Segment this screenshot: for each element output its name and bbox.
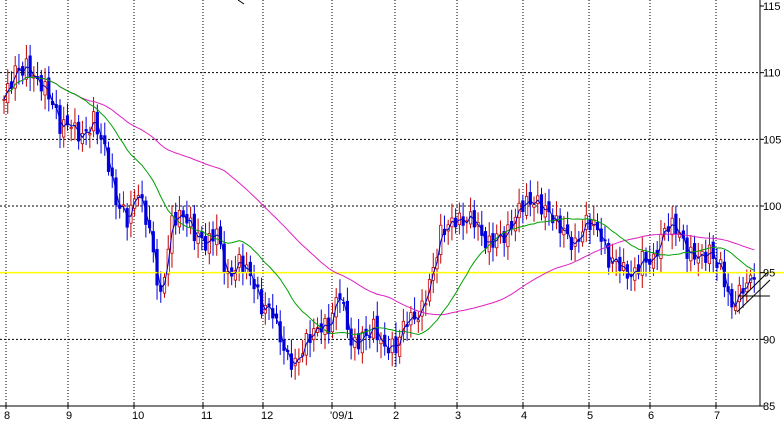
candle-body — [461, 216, 465, 226]
candle-body — [588, 218, 592, 230]
candle-body — [69, 127, 73, 129]
candle-body — [237, 254, 241, 268]
candle-body — [84, 129, 88, 132]
y-tick-label: 110 — [763, 68, 781, 80]
candle-body — [562, 227, 566, 236]
candle-body — [43, 81, 47, 96]
x-tick-label: 6 — [648, 410, 654, 422]
candle-body — [2, 98, 6, 101]
candle-body — [88, 133, 92, 136]
candle-body — [483, 231, 488, 249]
candle-body — [398, 336, 402, 357]
x-tick-label: 7 — [714, 410, 720, 422]
y-tick-label: 85 — [763, 401, 775, 413]
candle-body — [211, 229, 215, 242]
candle-body — [566, 224, 570, 234]
candle-body — [65, 115, 70, 126]
x-tick-label: 5 — [587, 410, 593, 422]
y-tick-label: 100 — [763, 201, 781, 213]
candle-body — [129, 204, 133, 224]
short-moving-average — [3, 66, 755, 365]
y-tick-label: 115 — [763, 1, 781, 13]
candle-body — [711, 241, 715, 259]
candle-body — [618, 256, 622, 272]
candle-body — [524, 195, 529, 216]
x-tick-label: 11 — [201, 410, 212, 422]
candle-body — [207, 233, 211, 254]
candle-body — [386, 347, 391, 354]
candle-body — [547, 201, 551, 213]
candle-body — [259, 289, 264, 315]
y-tick-label: 90 — [763, 334, 775, 346]
candle-body — [528, 192, 532, 205]
x-tick-label: '09/1 — [330, 410, 354, 422]
candle-body — [442, 228, 447, 235]
candle-body — [357, 333, 361, 350]
candle-body — [233, 270, 238, 281]
candle-body — [383, 334, 387, 347]
candle-body — [551, 215, 555, 224]
candle-body — [80, 133, 84, 145]
candle-body — [625, 264, 629, 279]
candle-body — [689, 246, 693, 262]
moving-averages — [0, 0, 784, 365]
x-tick-label: 2 — [393, 410, 399, 422]
candle-body — [353, 336, 357, 348]
candle-body — [91, 111, 96, 132]
mid-moving-average — [3, 76, 755, 336]
y-tick-label: 105 — [763, 134, 781, 146]
x-tick-label: 9 — [66, 410, 72, 422]
candle-body — [360, 331, 364, 354]
candle-body — [121, 204, 126, 207]
y-tick-label: 95 — [763, 268, 775, 280]
long-moving-average — [3, 76, 755, 316]
candle-body — [196, 232, 200, 244]
candle-body — [215, 228, 219, 246]
candle-body — [218, 226, 223, 245]
grid — [0, 0, 760, 406]
candle-body — [584, 214, 588, 230]
candle-body — [394, 336, 398, 354]
candles — [2, 44, 756, 380]
candle-body — [543, 205, 547, 218]
candle-body — [651, 253, 656, 269]
trendline — [739, 271, 769, 301]
x-tick-label: 3 — [455, 410, 461, 422]
x-tick-label: 4 — [521, 410, 527, 422]
candle-body — [674, 213, 678, 235]
x-tick-label: 12 — [261, 410, 273, 422]
candle-body — [62, 119, 66, 138]
candle-body — [248, 261, 252, 277]
candle-body — [506, 224, 510, 248]
candle-body — [28, 55, 32, 78]
x-tick-label: 8 — [4, 410, 10, 422]
candle-body — [125, 208, 129, 228]
candle-body — [457, 212, 461, 226]
x-tick-label: 10 — [132, 410, 144, 422]
annotation-mark — [237, 0, 245, 5]
candle-body — [416, 319, 420, 323]
candle-body — [569, 237, 573, 250]
